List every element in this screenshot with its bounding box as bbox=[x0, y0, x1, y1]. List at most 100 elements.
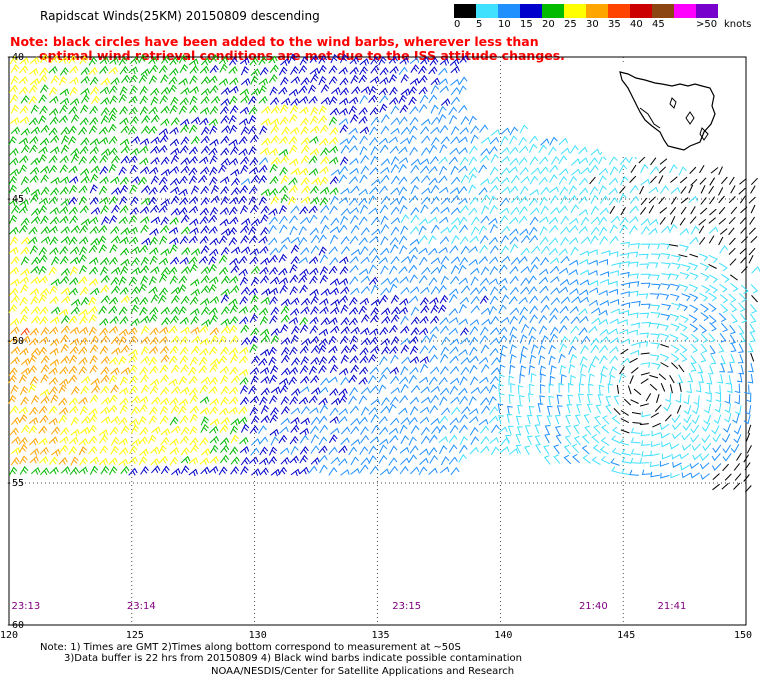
wind-barb bbox=[310, 74, 319, 84]
wind-barb bbox=[548, 344, 557, 355]
wind-barb bbox=[59, 176, 70, 184]
wind-barb bbox=[280, 298, 291, 307]
wind-barb bbox=[50, 394, 59, 404]
wind-barb bbox=[398, 146, 408, 154]
wind-barb bbox=[40, 395, 50, 404]
wind-barb bbox=[218, 466, 228, 476]
wind-barb bbox=[548, 314, 558, 324]
wind-barb bbox=[500, 197, 510, 206]
wind-barb bbox=[544, 433, 550, 444]
wind-barb bbox=[290, 445, 299, 455]
wind-barb bbox=[239, 295, 249, 305]
wind-barb bbox=[490, 424, 500, 433]
wind-barb bbox=[678, 284, 689, 292]
wind-barb bbox=[248, 185, 258, 195]
wind-barb bbox=[500, 127, 511, 135]
wind-barb bbox=[8, 367, 18, 376]
wind-barb bbox=[399, 276, 409, 284]
wind-barb bbox=[30, 276, 40, 285]
wind-barb bbox=[89, 116, 99, 126]
lake-outline bbox=[669, 97, 677, 109]
wind-barb bbox=[390, 217, 401, 225]
wind-barb bbox=[747, 424, 752, 434]
wind-barb bbox=[260, 188, 271, 197]
wind-barb bbox=[359, 366, 369, 375]
wind-barb bbox=[658, 166, 667, 174]
wind-barb bbox=[430, 315, 440, 324]
wind-barb bbox=[278, 377, 289, 386]
wind-barb bbox=[420, 386, 430, 394]
wind-barb bbox=[79, 337, 89, 346]
wind-barb bbox=[48, 266, 58, 276]
wind-barb bbox=[449, 338, 460, 346]
wind-barb bbox=[58, 76, 68, 86]
wind-barb bbox=[450, 406, 461, 415]
wind-barb bbox=[139, 206, 150, 214]
wind-barb bbox=[700, 185, 706, 194]
wind-barb bbox=[209, 444, 219, 454]
wind-barb bbox=[458, 136, 468, 144]
wind-barb bbox=[750, 284, 759, 294]
wind-barb bbox=[241, 337, 251, 346]
wind-barb bbox=[39, 414, 49, 424]
wind-barb bbox=[200, 285, 210, 294]
wind-barb bbox=[240, 246, 251, 254]
wind-barb bbox=[724, 473, 732, 481]
wind-barb bbox=[199, 106, 210, 115]
wind-barb bbox=[379, 204, 389, 214]
wind-barb bbox=[681, 432, 691, 441]
wind-barb bbox=[199, 457, 210, 466]
wind-barb bbox=[109, 316, 119, 324]
wind-barb bbox=[218, 266, 229, 275]
wind-barb bbox=[340, 304, 349, 314]
wind-barb bbox=[729, 324, 736, 335]
wind-barb bbox=[189, 263, 198, 273]
wind-barb bbox=[318, 454, 328, 463]
wind-barb bbox=[588, 299, 599, 306]
wind-barb bbox=[550, 287, 560, 295]
wind-barb bbox=[721, 482, 729, 490]
wind-barb bbox=[318, 364, 327, 374]
wind-barb bbox=[280, 155, 290, 164]
wind-barb bbox=[330, 427, 340, 435]
wind-barb bbox=[120, 465, 130, 475]
wind-barb bbox=[450, 125, 460, 136]
lake-outline-2 bbox=[685, 111, 695, 125]
wind-barb bbox=[78, 309, 88, 317]
wind-barb bbox=[348, 306, 359, 315]
wind-barb bbox=[611, 447, 622, 456]
wind-barb bbox=[708, 333, 716, 343]
wind-barb bbox=[418, 65, 427, 75]
wind-barb bbox=[148, 106, 158, 115]
wind-barb bbox=[229, 396, 239, 405]
lon-tick-label: 125 bbox=[126, 630, 144, 641]
wind-barb bbox=[459, 54, 469, 64]
wind-barb bbox=[200, 57, 211, 66]
wind-barb bbox=[308, 465, 318, 474]
wind-barb bbox=[228, 406, 238, 415]
wind-barb bbox=[139, 157, 149, 166]
wind-barb bbox=[718, 343, 725, 353]
wind-barb bbox=[200, 166, 210, 175]
wind-barb bbox=[201, 319, 211, 327]
wind-barb bbox=[270, 327, 280, 336]
wind-barb bbox=[350, 364, 360, 374]
wind-barb bbox=[439, 317, 449, 325]
wind-barb bbox=[229, 257, 239, 266]
wind-barb bbox=[190, 116, 201, 125]
wind-barb bbox=[121, 74, 131, 84]
wind-barb bbox=[418, 86, 428, 95]
wind-barb bbox=[139, 106, 149, 116]
wind-barb bbox=[565, 414, 571, 425]
wind-barb bbox=[601, 250, 611, 256]
wind-barb bbox=[250, 447, 260, 456]
wind-barb bbox=[258, 307, 269, 316]
wind-barb bbox=[478, 418, 489, 426]
wind-barb bbox=[558, 267, 569, 275]
wind-barb bbox=[40, 174, 49, 184]
wind-barb bbox=[400, 214, 410, 224]
wind-barb bbox=[20, 335, 31, 344]
wind-barb bbox=[169, 256, 180, 265]
wind-barb bbox=[740, 226, 747, 234]
wind-barb bbox=[570, 246, 579, 256]
